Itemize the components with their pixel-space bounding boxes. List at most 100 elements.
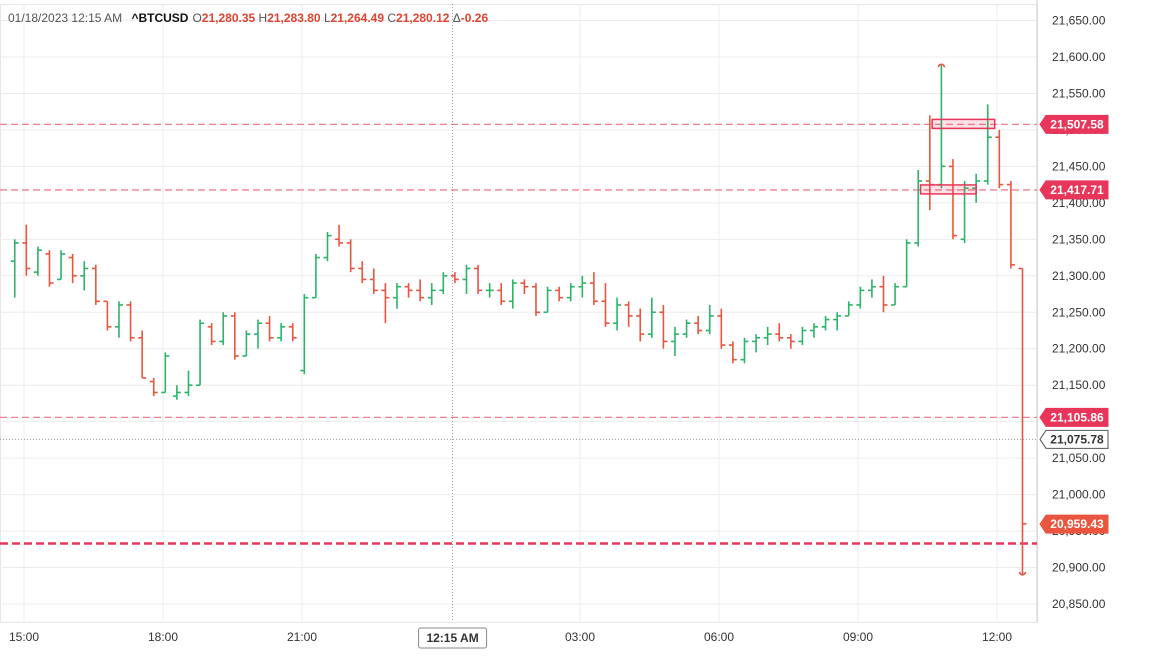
y-tick-label: 21,150.00 xyxy=(1052,378,1106,392)
x-tick-label: 03:00 xyxy=(565,630,595,644)
ohlc-bar xyxy=(508,279,517,309)
ohlc-bar xyxy=(1018,267,1027,575)
info-close-label: C xyxy=(387,11,397,25)
ohlc-bar xyxy=(601,283,610,327)
y-tick-label: 21,250.00 xyxy=(1052,305,1106,319)
price-tag-crosshair: 21,075.78 xyxy=(1039,429,1109,449)
ohlc-bar xyxy=(682,319,691,338)
x-tick-label: 09:00 xyxy=(843,630,873,644)
y-tick-label: 21,600.00 xyxy=(1052,50,1106,64)
ohlc-bar xyxy=(809,323,818,338)
ohlc-bar xyxy=(103,300,112,331)
ohlc-bar xyxy=(485,283,494,298)
ohlc-bar xyxy=(694,315,703,335)
ohlc-bar xyxy=(995,129,1004,189)
y-tick-label: 20,900.00 xyxy=(1052,561,1106,575)
ohlc-bar xyxy=(184,370,193,397)
ohlc-bar xyxy=(624,301,633,327)
ohlc-bar xyxy=(196,319,205,386)
ohlc-bar xyxy=(983,104,992,185)
ohlc-bar xyxy=(265,315,274,342)
ohlc-bar xyxy=(462,264,471,295)
ohlc-bar xyxy=(219,312,228,346)
ohlc-bar xyxy=(57,250,66,281)
crosshair-time-text: 12:15 AM xyxy=(426,631,478,645)
ohlc-bar xyxy=(566,283,575,302)
price-tag-text: 21,105.86 xyxy=(1050,410,1104,424)
ohlc-bar xyxy=(543,286,552,314)
info-datetime: 01/18/2023 12:15 AM xyxy=(8,11,123,25)
ohlc-bar xyxy=(520,279,529,295)
ohlc-bar xyxy=(161,352,170,394)
ohlc-bar xyxy=(914,170,923,247)
y-tick-label: 21,300.00 xyxy=(1052,269,1106,283)
ohlc-bars xyxy=(10,63,1027,576)
ohlc-bar xyxy=(717,308,726,349)
ohlc-bar xyxy=(404,283,413,298)
ohlc-bar xyxy=(705,304,714,335)
ohlc-bar xyxy=(358,261,367,284)
x-tick-label: 12:00 xyxy=(982,630,1012,644)
price-tag-bg xyxy=(1039,407,1109,427)
ohlc-bar xyxy=(786,334,795,349)
ohlc-bar xyxy=(230,312,239,360)
high-marker xyxy=(937,63,946,68)
ohlc-bar xyxy=(670,326,679,357)
ohlc-bar xyxy=(68,253,77,284)
y-tick-label: 21,650.00 xyxy=(1052,14,1106,28)
y-tick-label: 21,350.00 xyxy=(1052,232,1106,246)
price-labels: 21,507.58 21,417.71 21,105.86 21,075.78 20,9… xyxy=(1039,114,1109,534)
info-symbol[interactable]: ^BTCUSD xyxy=(131,11,189,25)
ohlc-bar xyxy=(450,272,459,284)
low-marker xyxy=(1018,571,1027,576)
y-tick-label: 21,050.00 xyxy=(1052,451,1106,465)
price-tag-bg xyxy=(1039,429,1109,449)
ohlc-bar xyxy=(902,239,911,288)
ohlc-bar xyxy=(381,283,390,324)
ohlc-bar xyxy=(659,304,668,349)
price-tag-alert: 21,105.86 xyxy=(1039,407,1109,427)
ohlc-bar xyxy=(578,275,587,298)
ohlc-bar xyxy=(33,246,42,276)
ohlc-bar xyxy=(253,319,262,349)
x-tick-label: 18:00 xyxy=(148,630,178,644)
ohlc-bar xyxy=(300,294,309,375)
ohlc-bar xyxy=(172,385,181,400)
price-tag-alert: 21,417.71 xyxy=(1039,180,1109,200)
ohlc-bar xyxy=(45,250,54,287)
info-change-label: Δ xyxy=(452,11,461,25)
ohlc-bar xyxy=(589,272,598,305)
info-low-label: L xyxy=(323,11,331,25)
ohlc-bar xyxy=(728,341,737,364)
ohlc-bar xyxy=(114,301,123,338)
ohlc-info-bar: 01/18/2023 12:15 AM ^BTCUSD O21,280.35 H2… xyxy=(8,11,488,25)
x-tick-label: 06:00 xyxy=(704,630,734,644)
ohlc-bar xyxy=(613,297,622,331)
ohlc-bar xyxy=(311,253,320,299)
ohlc-bar xyxy=(763,326,772,346)
price-tag-alert: 21,507.58 xyxy=(1039,114,1109,134)
ohlc-bar xyxy=(833,312,842,331)
ohlc-bar xyxy=(960,180,969,243)
ohlc-bar xyxy=(427,283,436,305)
price-tag-bg xyxy=(1039,180,1109,200)
alert-box xyxy=(931,118,996,130)
y-tick-label: 21,000.00 xyxy=(1052,488,1106,502)
x-tick-label: 15:00 xyxy=(9,630,39,644)
ohlc-bar xyxy=(798,326,807,346)
ohlc-bar xyxy=(288,323,297,342)
info-close-value: 21,280.12 xyxy=(396,11,450,25)
alert-box xyxy=(919,184,977,195)
ohlc-bar xyxy=(879,275,888,313)
ohlc-bar xyxy=(346,239,355,273)
alert-boxes[interactable] xyxy=(919,118,996,195)
price-tag-text: 21,075.78 xyxy=(1050,432,1104,446)
ohlc-bar xyxy=(149,377,158,397)
ohlc-bar xyxy=(22,224,31,276)
price-tag-text: 20,959.43 xyxy=(1050,517,1104,531)
ohlc-bar xyxy=(10,239,19,298)
chart-grid xyxy=(0,0,1038,623)
ohlc-bar xyxy=(1006,180,1015,269)
ohlc-bar xyxy=(856,286,865,309)
